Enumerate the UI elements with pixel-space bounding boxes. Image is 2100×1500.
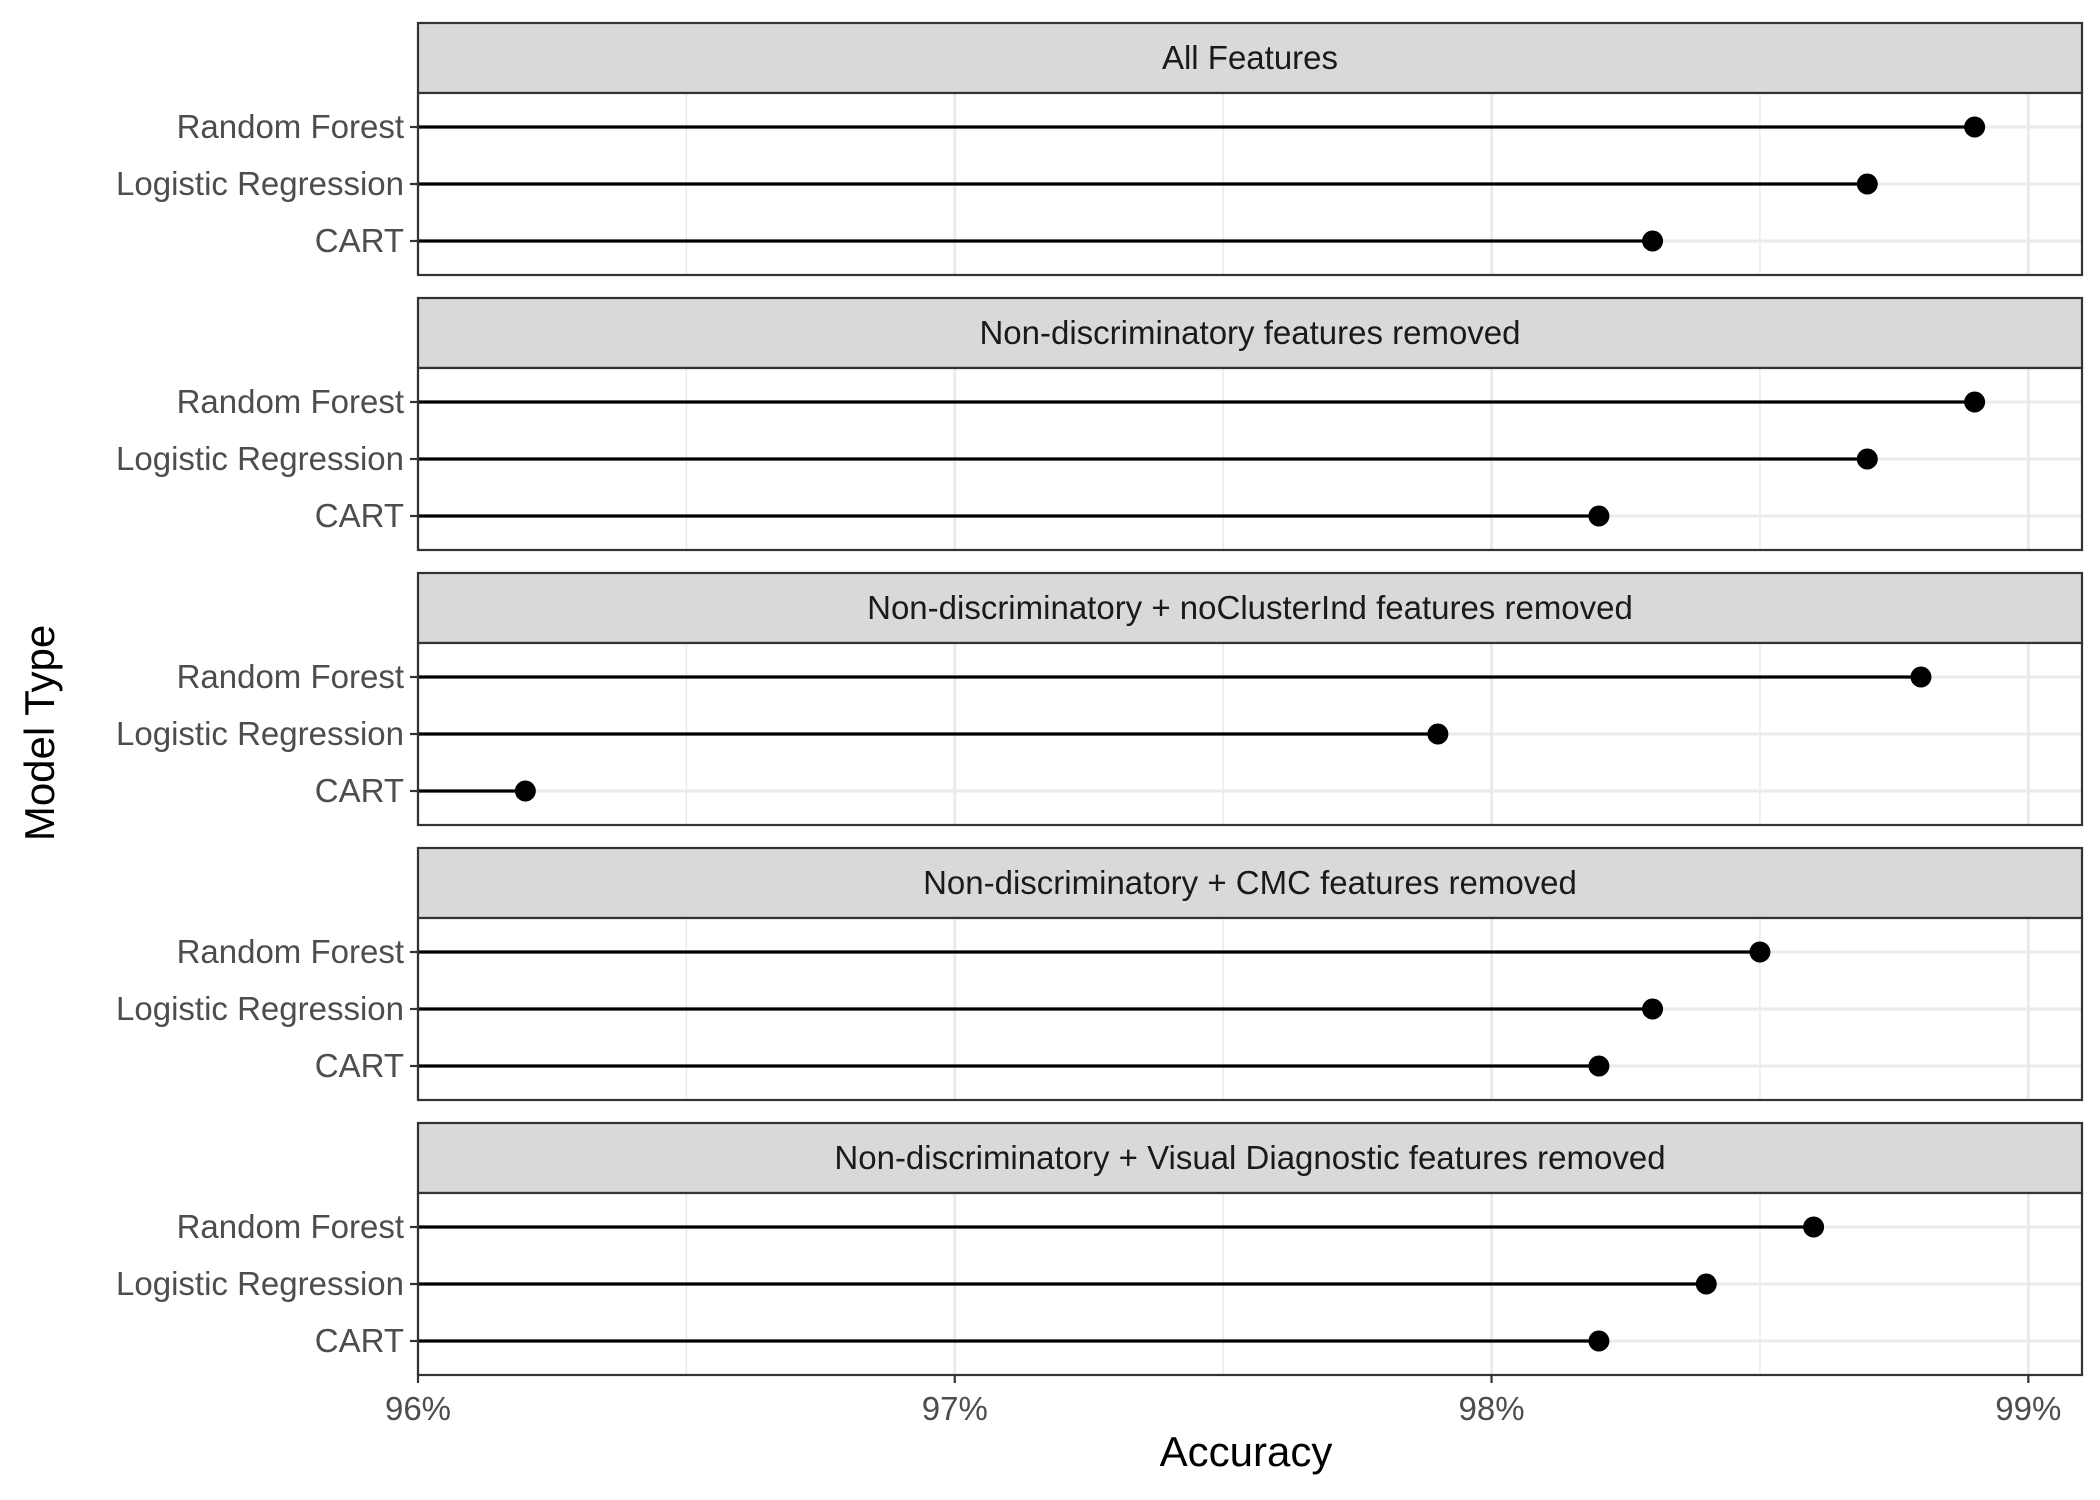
lollipop-point	[1856, 173, 1878, 195]
x-tick-label: 99%	[1995, 1390, 2061, 1427]
x-tick-label: 98%	[1459, 1390, 1525, 1427]
x-axis: 96% 97% 98% 99%	[385, 1375, 2061, 1427]
lollipop-point	[1588, 1330, 1610, 1352]
lollipop-point	[514, 780, 536, 802]
category-label: CART	[315, 497, 404, 534]
x-axis-title: Accuracy	[1160, 1428, 1333, 1475]
facet-title: Non-discriminatory + CMC features remove…	[923, 864, 1577, 901]
facet-panel: Non-discriminatory features removed Rando…	[116, 296, 2084, 552]
lollipop-point	[1856, 448, 1878, 470]
category-label: Logistic Regression	[116, 440, 404, 477]
panel-border	[416, 91, 2084, 277]
x-tick-label: 97%	[922, 1390, 988, 1427]
facet-title: Non-discriminatory features removed	[979, 314, 1520, 351]
category-label: Random Forest	[177, 1208, 404, 1245]
facet-panel: All Features Random Forest Logistic Regres…	[116, 21, 2084, 277]
category-label: CART	[315, 772, 404, 809]
y-axis-title: Model Type	[16, 625, 63, 841]
category-label: Random Forest	[177, 108, 404, 145]
facet-panel: Non-discriminatory + noClusterInd featur…	[116, 571, 2084, 827]
category-label: Logistic Regression	[116, 1265, 404, 1302]
lollipop-point	[1803, 1216, 1825, 1238]
category-label: Random Forest	[177, 383, 404, 420]
chart-panels: All Features Random Forest Logistic Regres…	[116, 21, 2084, 1377]
lollipop-point	[1749, 941, 1771, 963]
category-label: CART	[315, 222, 404, 259]
lollipop-point	[1964, 391, 1986, 413]
panel-border	[416, 641, 2084, 827]
panel-border	[416, 1191, 2084, 1377]
facet-strip	[416, 21, 2084, 95]
facet-strip	[416, 571, 2084, 645]
lollipop-point	[1964, 116, 1986, 138]
facet-panel: Non-discriminatory + CMC features remove…	[116, 846, 2084, 1102]
facet-title: All Features	[1162, 39, 1338, 76]
lollipop-point	[1588, 505, 1610, 527]
facet-panel: Non-discriminatory + Visual Diagnostic f…	[116, 1121, 2084, 1377]
category-label: CART	[315, 1322, 404, 1359]
category-label: CART	[315, 1047, 404, 1084]
x-tick-label: 96%	[385, 1390, 451, 1427]
lollipop-point	[1642, 998, 1664, 1020]
lollipop-point	[1695, 1273, 1717, 1295]
facet-strip	[416, 846, 2084, 920]
category-label: Random Forest	[177, 933, 404, 970]
lollipop-point	[1910, 666, 1932, 688]
facet-title: Non-discriminatory + Visual Diagnostic f…	[834, 1139, 1665, 1176]
category-label: Random Forest	[177, 658, 404, 695]
panel-border	[416, 366, 2084, 552]
lollipop-point	[1427, 723, 1449, 745]
category-label: Logistic Regression	[116, 165, 404, 202]
lollipop-point	[1588, 1055, 1610, 1077]
facet-title: Non-discriminatory + noClusterInd featur…	[867, 589, 1633, 626]
category-label: Logistic Regression	[116, 990, 404, 1027]
lollipop-point	[1642, 230, 1664, 252]
category-label: Logistic Regression	[116, 715, 404, 752]
panel-border	[416, 916, 2084, 1102]
